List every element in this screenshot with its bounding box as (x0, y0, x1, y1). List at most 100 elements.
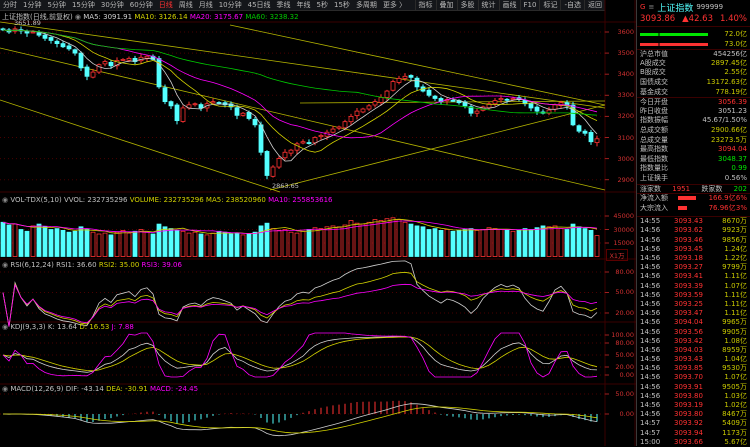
tick-time: 14:56 (640, 318, 661, 327)
tick-amount: 1.08亿 (724, 336, 747, 345)
candle-body (234, 107, 240, 116)
period-tab[interactable]: 60分钟 (129, 0, 153, 9)
tick-amount: 9923万 (722, 226, 747, 235)
candle-body (252, 118, 258, 126)
volume-bar (66, 231, 72, 257)
period-tab[interactable]: 5秒 (316, 0, 329, 9)
rsi-header: ◉ RSI(6,12,24) RSI1: 36.60 RSI2: 35.00 R… (2, 261, 182, 269)
tick-time: 14:56 (640, 391, 661, 400)
period-tab[interactable]: 日线 (158, 0, 173, 9)
period-tab[interactable]: 45日线 (247, 0, 271, 9)
tick-row: 14:56 3093.42 1.08亿 (637, 337, 750, 346)
indicator-settings-icon[interactable]: ◉ (74, 13, 82, 21)
tick-price: 3093.91 (674, 382, 703, 391)
sell-strength-bar: 73.0亿 (637, 40, 750, 50)
flow-value: 166.9亿 (708, 194, 736, 203)
tool-button[interactable]: 叠加 (435, 0, 457, 11)
indicator-settings-icon[interactable]: ◉ (2, 385, 9, 393)
quote-title: G ≡ 上证指数 999999 (637, 0, 750, 14)
tick-time: 14:56 (640, 336, 661, 345)
period-tab[interactable]: 多周期 (355, 0, 377, 9)
period-tab[interactable]: 月线 (198, 0, 213, 9)
stat-value: 2897.45亿 (711, 58, 747, 67)
bar1-value: 72.0亿 (724, 30, 747, 38)
volume-bar (306, 229, 312, 257)
candle-body (594, 138, 600, 143)
tick-time: 14:56 (640, 355, 661, 364)
volume-bar (564, 229, 570, 257)
menu-icon[interactable]: ≡ (648, 3, 655, 11)
indicator-settings-icon[interactable]: ◉ (2, 196, 9, 204)
tool-button[interactable]: 返回 (584, 0, 605, 11)
kline-chart[interactable] (0, 0, 636, 446)
axis-tick-label: 20.00 (615, 363, 634, 371)
volume-bar (576, 226, 582, 257)
tool-button[interactable]: -自选 (560, 0, 584, 11)
candle-body (210, 101, 216, 104)
candle-body (366, 105, 372, 110)
volume-bar (408, 223, 414, 257)
volume-bar (12, 223, 18, 257)
stat-value: 3056.39 (718, 98, 747, 107)
indicator-settings-icon[interactable]: ◉ (2, 323, 9, 331)
period-tab[interactable]: 周线 (178, 0, 193, 9)
candle-body (408, 75, 414, 78)
tick-amount: 1.11亿 (724, 272, 747, 281)
period-tab[interactable]: 30分钟 (100, 0, 124, 9)
low-price-label: 2863.65 (272, 182, 299, 190)
ma5-value: MA5: 3091.91 (83, 13, 133, 21)
period-tab[interactable]: 更多 〉 (382, 0, 407, 9)
tick-row: 14:56 3093.25 1.11亿 (637, 300, 750, 309)
volume-bar (492, 228, 498, 257)
tick-list[interactable]: 14:55 3093.43 8670万 14:56 3093.62 9923万 14:56 3… (637, 216, 750, 447)
tick-price: 3093.92 (674, 419, 703, 428)
trend-line (0, 99, 281, 193)
period-tab[interactable]: 分时 (3, 0, 17, 9)
candle-body (552, 104, 558, 110)
tick-time: 14:56 (640, 272, 661, 281)
volume-bar (486, 227, 492, 257)
flow-bar (678, 205, 688, 210)
stat-label: A股成交 (640, 58, 666, 67)
tick-price: 3093.94 (674, 428, 703, 437)
stat-value: 0.56% (724, 173, 747, 182)
indicator-settings-icon[interactable]: ◉ (2, 261, 9, 269)
tool-button[interactable]: 统计 (477, 0, 499, 11)
candle-body (192, 103, 198, 106)
period-tab[interactable]: 1分钟 (23, 0, 42, 9)
stat-label: 总成交额 (640, 125, 668, 134)
period-tab[interactable]: 5分钟 (47, 0, 66, 9)
trend-line (299, 100, 606, 104)
volume-bar (114, 231, 120, 257)
tick-row: 14:56 3094.04 9965万 (637, 318, 750, 327)
tool-button[interactable]: 指标 (414, 0, 436, 11)
tick-price: 3093.39 (674, 281, 703, 290)
security-name: 上证指数 (657, 3, 694, 14)
volume-bar (444, 229, 450, 257)
volume-bar (0, 221, 6, 257)
period-tab[interactable]: 15秒 (334, 0, 350, 9)
candle-body (570, 104, 576, 126)
period-tab[interactable]: 年线 (296, 0, 311, 9)
tool-button[interactable]: 画线 (498, 0, 520, 11)
period-tab[interactable]: 15分钟 (71, 0, 95, 9)
period-tab[interactable]: 10分钟 (218, 0, 242, 9)
tick-row: 14:56 3093.56 9905万 (637, 328, 750, 337)
volume-bar (588, 229, 594, 257)
tool-button[interactable]: 多股 (456, 0, 478, 11)
axis-tick-label: 3200 (617, 112, 634, 121)
tick-time: 14:56 (640, 382, 661, 391)
chart-title: 上证指数(日线,前复权) (2, 13, 73, 21)
stat-label: 基金成交 (640, 87, 668, 96)
candle-body (504, 98, 510, 101)
volume-bar (498, 229, 504, 257)
volume-value: VOLUME: 232735296 (129, 196, 204, 204)
period-tab[interactable]: 季线 (276, 0, 291, 9)
candle-body (90, 71, 96, 78)
volume-bar (366, 221, 372, 257)
tool-button[interactable]: 标记 (539, 0, 560, 11)
tool-button[interactable]: F10 (519, 0, 540, 11)
axis-tick-label: 30000 (613, 225, 634, 234)
stat-value: 3094.04 (718, 145, 747, 154)
volume-bar (102, 232, 108, 257)
